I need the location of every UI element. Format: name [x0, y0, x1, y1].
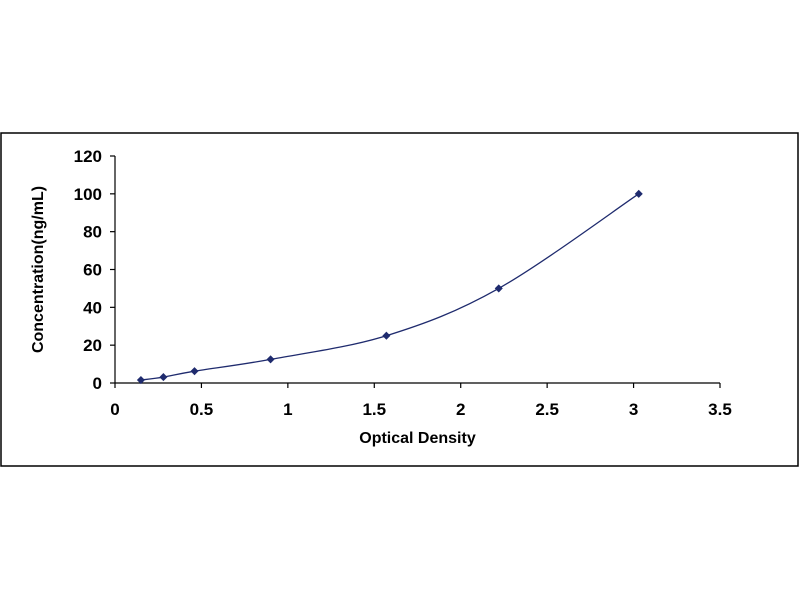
y-tick-label: 80	[83, 223, 102, 242]
data-point	[382, 331, 391, 340]
y-tick-label: 40	[83, 298, 102, 317]
x-tick-label: 3.5	[708, 400, 732, 419]
data-point	[190, 367, 199, 376]
trend-curve-layer	[140, 193, 640, 381]
y-tick-label: 100	[74, 185, 102, 204]
data-points-layer	[136, 189, 643, 385]
y-tick-label: 120	[74, 147, 102, 166]
y-tick-label: 0	[93, 374, 102, 393]
x-tick-label: 1.5	[362, 400, 386, 419]
x-axis-title: Optical Density	[359, 430, 476, 447]
data-point	[266, 355, 275, 364]
data-point	[159, 373, 168, 382]
fitted-curve	[140, 193, 640, 381]
x-tick-label: 1	[283, 400, 292, 419]
x-tick-label: 3	[629, 400, 638, 419]
y-tick-label: 20	[83, 336, 102, 355]
data-point	[136, 376, 145, 385]
x-tick-label: 0	[110, 400, 119, 419]
y-tick-label: 60	[83, 261, 102, 280]
axis-ticks: 0 0.5 1 1.5 2 2.5 3 3.5 0 20 40 60 80 100 120	[74, 147, 732, 419]
x-tick-label: 2.5	[535, 400, 559, 419]
y-axis-title: Concentration(ng/mL)	[30, 186, 47, 353]
x-tick-label: 2	[456, 400, 465, 419]
data-point	[634, 189, 643, 198]
x-tick-label: 0.5	[190, 400, 214, 419]
chart-frame	[0, 132, 799, 467]
data-point	[494, 284, 503, 293]
